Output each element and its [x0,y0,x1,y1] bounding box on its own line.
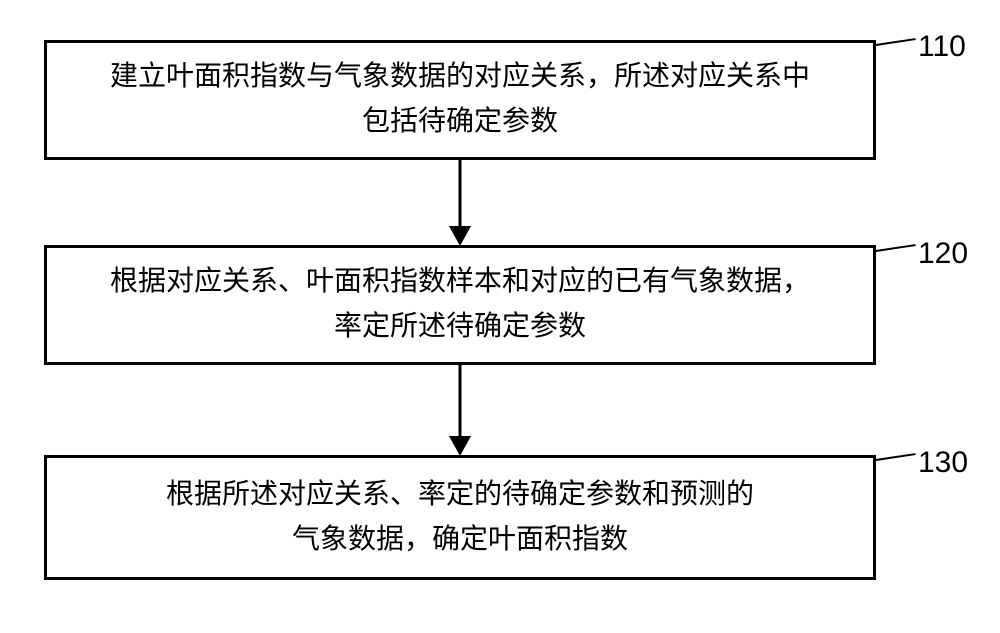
flow-step-120: 根据对应关系、叶面积指数样本和对应的已有气象数据， 率定所述待确定参数 [44,245,876,365]
arrow-head-icon [449,436,471,456]
step-label-110: 110 [918,30,966,64]
leader-line [876,38,916,46]
text-line: 包括待确定参数 [362,106,558,137]
flow-step-130: 根据所述对应关系、率定的待确定参数和预测的 气象数据，确定叶面积指数 [44,455,876,580]
text-line: 建立叶面积指数与气象数据的对应关系，所述对应关系中 [110,61,810,92]
text-line: 根据对应关系、叶面积指数样本和对应的已有气象数据， [110,266,810,297]
arrow-head-icon [449,226,471,246]
flow-step-text: 根据所述对应关系、率定的待确定参数和预测的 气象数据，确定叶面积指数 [166,473,754,563]
flowchart-container: 建立叶面积指数与气象数据的对应关系，所述对应关系中 包括待确定参数 110 根据… [0,0,1000,633]
step-label-130: 130 [918,446,968,480]
step-label-120: 120 [918,237,968,271]
text-line: 率定所述待确定参数 [334,311,586,342]
text-line: 根据所述对应关系、率定的待确定参数和预测的 [166,479,754,510]
text-line: 气象数据，确定叶面积指数 [292,524,628,555]
arrow-line [459,365,462,436]
flow-step-text: 根据对应关系、叶面积指数样本和对应的已有气象数据， 率定所述待确定参数 [110,260,810,350]
leader-line [876,453,916,461]
arrow-line [459,160,462,226]
flow-step-110: 建立叶面积指数与气象数据的对应关系，所述对应关系中 包括待确定参数 [44,40,876,160]
flow-step-text: 建立叶面积指数与气象数据的对应关系，所述对应关系中 包括待确定参数 [110,55,810,145]
leader-line [876,244,916,252]
